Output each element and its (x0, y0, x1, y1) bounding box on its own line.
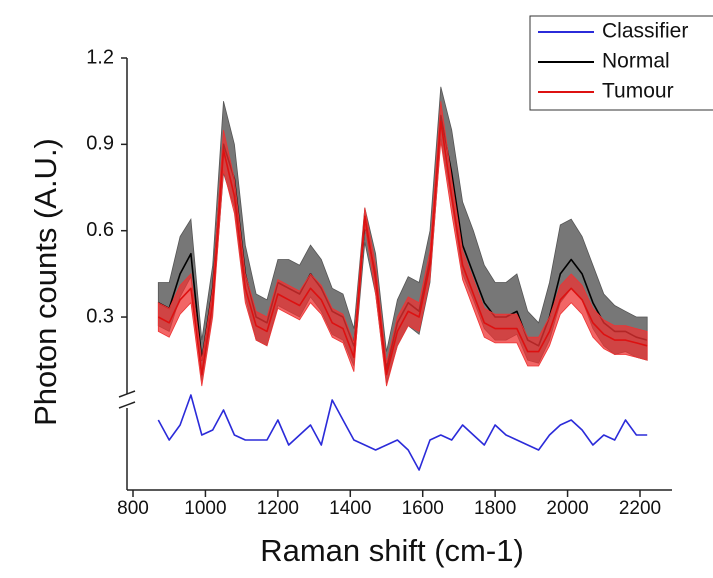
x-tick-label: 1800 (474, 498, 516, 519)
axis-break (118, 390, 136, 409)
line (157, 394, 648, 471)
x-tick-label: 2200 (619, 498, 661, 519)
legend-label: Tumour (602, 80, 674, 103)
x-tick-label: 1600 (402, 498, 444, 519)
y-tick-label: 0.9 (86, 133, 114, 155)
band (157, 101, 648, 387)
y-axis-label: Photon counts (A.U.) (28, 138, 63, 426)
y-tick-label: 0.3 (86, 305, 114, 327)
y-tick-label: 0.6 (86, 219, 114, 241)
x-axis-label: Raman shift (cm-1) (260, 533, 524, 568)
x-tick-label: 800 (117, 498, 149, 519)
x-tick-label: 1000 (184, 498, 226, 519)
x-tick-label: 1200 (257, 498, 299, 519)
legend-label: Normal (602, 50, 670, 73)
legend-label: Classifier (602, 20, 688, 43)
band (157, 86, 648, 384)
y-tick-label: 1.2 (86, 46, 114, 68)
x-tick-label: 2000 (546, 498, 588, 519)
x-tick-label: 1400 (329, 498, 371, 519)
line (157, 120, 648, 376)
